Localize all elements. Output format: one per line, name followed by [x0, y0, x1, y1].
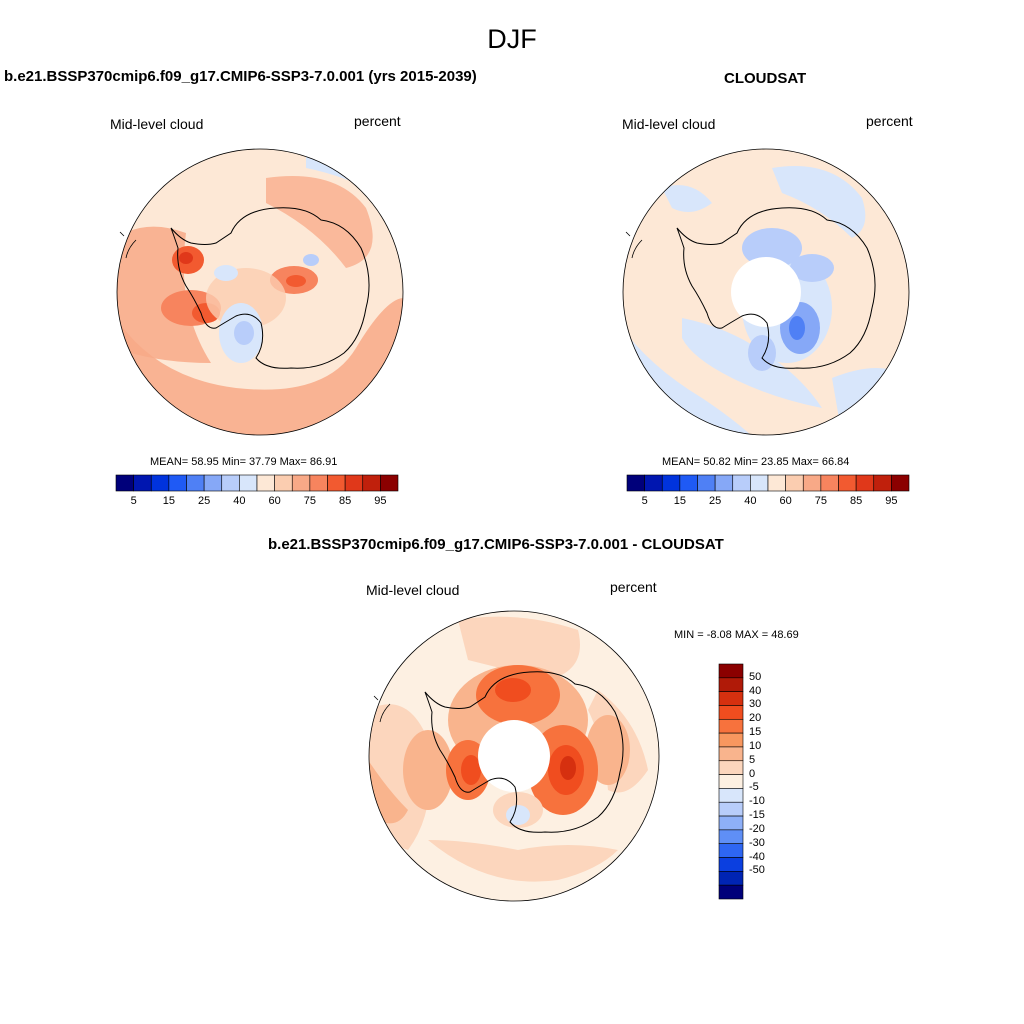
panel-diff-title: b.e21.BSSP370cmip6.f09_g17.CMIP6-SSP3-7.… — [268, 536, 724, 553]
colorbar-swatch — [718, 788, 744, 803]
panel-model-map — [116, 148, 404, 436]
colorbar-swatch — [697, 474, 716, 492]
colorbar-tick-label: 50 — [749, 670, 762, 683]
colorbar-tick-label: 85 — [339, 495, 352, 507]
colorbar-swatch — [203, 474, 223, 492]
panel-obs-title: CLOUDSAT — [724, 70, 807, 87]
colorbar-swatch — [679, 474, 698, 492]
colorbar-swatch — [291, 474, 311, 492]
colorbar-model — [115, 474, 399, 492]
colorbar-swatch — [891, 474, 910, 492]
panel-model-left-label: Mid-level cloud — [110, 116, 204, 132]
colorbar-tick-label: 25 — [198, 495, 211, 507]
colorbar-swatch — [133, 474, 152, 492]
colorbar-swatch — [718, 871, 744, 886]
colorbar-tick-label: 40 — [744, 495, 757, 507]
panel-obs-units: percent — [866, 113, 913, 129]
colorbar-tick-label: 5 — [641, 495, 648, 507]
colorbar-swatch — [785, 474, 804, 492]
colorbar-tick-label: -20 — [749, 822, 765, 835]
colorbar-swatch — [186, 474, 205, 492]
colorbar-obs — [626, 474, 910, 492]
colorbar-tick-label: 95 — [374, 495, 387, 507]
colorbar-tick-label: 40 — [749, 684, 762, 697]
colorbar-swatch — [150, 474, 170, 492]
colorbar-tick-label: 0 — [749, 767, 756, 780]
colorbar-swatch — [115, 474, 134, 492]
colorbar-swatch — [274, 474, 293, 492]
colorbar-tick-label: 60 — [779, 495, 792, 507]
colorbar-swatch — [718, 829, 744, 845]
colorbar-tick-label: 40 — [233, 495, 246, 507]
colorbar-tick-label: 5 — [749, 753, 756, 766]
colorbar-swatch — [718, 705, 744, 720]
colorbar-tick-label: 25 — [709, 495, 722, 507]
colorbar-swatch — [626, 474, 645, 492]
colorbar-swatch — [718, 774, 744, 789]
colorbar-tick-label: 95 — [885, 495, 898, 507]
colorbar-swatch — [718, 857, 744, 872]
colorbar-swatch — [380, 474, 399, 492]
colorbar-tick-label: 15 — [749, 726, 762, 739]
panel-model-units: percent — [354, 113, 401, 129]
panel-obs-map — [622, 148, 910, 436]
colorbar-tick-label: 75 — [303, 495, 316, 507]
colorbar-swatch — [718, 843, 744, 858]
colorbar-swatch — [644, 474, 663, 492]
colorbar-tick-label: -5 — [749, 781, 759, 794]
colorbar-swatch — [327, 474, 346, 492]
colorbar-swatch — [838, 474, 857, 492]
colorbar-swatch — [718, 691, 744, 706]
colorbar-swatch — [718, 815, 744, 831]
panel-obs-left-label: Mid-level cloud — [622, 116, 716, 132]
colorbar-swatch — [239, 474, 258, 492]
panel-model-title: b.e21.BSSP370cmip6.f09_g17.CMIP6-SSP3-7.… — [4, 68, 477, 85]
colorbar-swatch — [718, 746, 744, 762]
colorbar-tick-label: 30 — [749, 698, 762, 711]
colorbar-swatch — [873, 474, 892, 492]
colorbar-tick-label: 5 — [130, 495, 137, 507]
colorbar-tick-label: -50 — [749, 864, 765, 877]
colorbar-swatch — [256, 474, 275, 492]
colorbar-swatch — [855, 474, 875, 492]
colorbar-swatch — [767, 474, 786, 492]
colorbar-tick-label: -30 — [749, 836, 765, 849]
colorbar-tick-label: 10 — [749, 739, 762, 752]
colorbar-swatch — [718, 663, 744, 679]
colorbar-swatch — [750, 474, 769, 492]
colorbar-swatch — [714, 474, 734, 492]
colorbar-swatch — [718, 801, 744, 817]
panel-diff-map — [368, 610, 660, 902]
panel-diff-left-label: Mid-level cloud — [366, 582, 460, 598]
colorbar-tick-label: -10 — [749, 795, 765, 808]
colorbar-swatch — [362, 474, 381, 492]
colorbar-swatch — [168, 474, 187, 492]
colorbar-tick-label: 15 — [673, 495, 686, 507]
colorbar-swatch — [718, 677, 744, 692]
colorbar-tick-label: 60 — [268, 495, 281, 507]
colorbar-swatch — [661, 474, 681, 492]
colorbar-swatch — [718, 732, 744, 748]
colorbar-tick-label: 85 — [850, 495, 863, 507]
figure-title: DJF — [487, 24, 537, 54]
colorbar-diff — [718, 663, 744, 900]
colorbar-tick-label: 75 — [814, 495, 827, 507]
colorbar-tick-label: 20 — [749, 712, 762, 725]
colorbar-tick-label: -40 — [749, 850, 765, 863]
panel-model-stats: MEAN= 58.95 Min= 37.79 Max= 86.91 — [150, 456, 338, 468]
colorbar-swatch — [732, 474, 751, 492]
colorbar-swatch — [309, 474, 328, 492]
colorbar-swatch — [820, 474, 839, 492]
panel-diff-units: percent — [610, 579, 657, 595]
colorbar-swatch — [221, 474, 240, 492]
colorbar-swatch — [718, 884, 744, 900]
colorbar-swatch — [802, 474, 822, 492]
colorbar-swatch — [718, 760, 744, 775]
panel-diff-stats: MIN = -8.08 MAX = 48.69 — [674, 629, 799, 641]
colorbar-swatch — [344, 474, 364, 492]
panel-obs-stats: MEAN= 50.82 Min= 23.85 Max= 66.84 — [662, 456, 850, 468]
colorbar-tick-label: -15 — [749, 809, 765, 822]
colorbar-tick-label: 15 — [162, 495, 175, 507]
colorbar-swatch — [718, 718, 744, 734]
